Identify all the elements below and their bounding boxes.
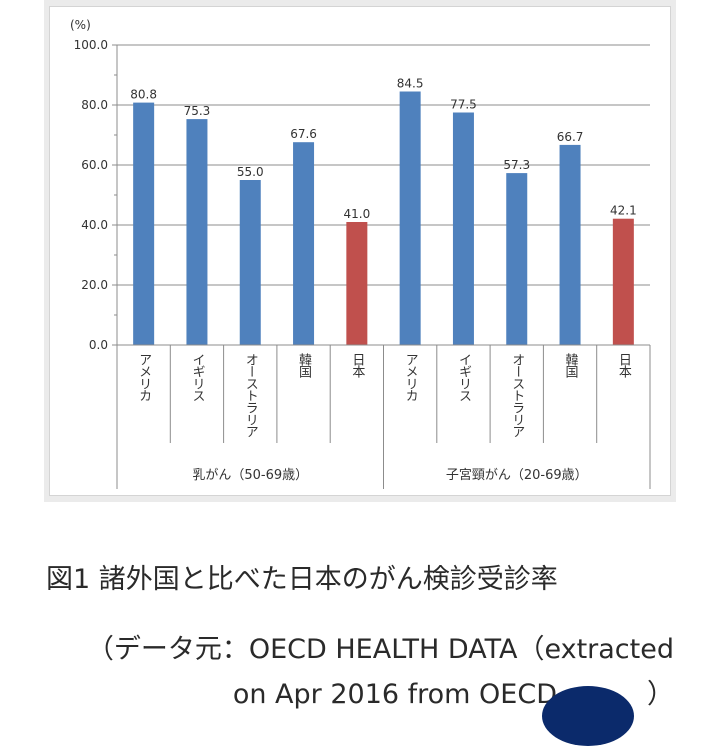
source-line-2-text: on Apr 2016 from OECD [232,679,557,710]
group-label: 乳がん（50-69歳） [192,468,308,483]
data-label: 55.0 [237,165,264,179]
bar-2-2 [452,112,474,345]
data-label: 80.8 [130,88,157,102]
category-label: 韓国 [563,353,579,378]
category-label: アメリカ [403,353,418,402]
data-label: 77.5 [450,98,477,112]
figure-caption: 図1 諸外国と比べた日本のがん検診受診率 [46,564,558,595]
bar-2-5 [612,218,634,345]
bar-chart: (%) 0.0 20.0 40.0 60.0 80.0 100.0 80.8 アメリカ 75.3 イ… [70,18,651,489]
floating-badge[interactable] [542,686,634,746]
bar-2-1 [399,91,421,345]
category-label: オーストラリア [243,353,258,438]
chart-frame: (%) 0.0 20.0 40.0 60.0 80.0 100.0 80.8 アメリカ 75.3 イ… [44,0,676,502]
bar-1-1 [133,102,155,345]
category-label: オーストラリア [509,353,524,438]
category-label: イギリス [456,353,471,402]
category-label: アメリカ [136,353,151,402]
y-axis-label: (%) [70,18,91,32]
bar-1-2 [186,119,208,345]
source-line-2: on Apr 2016 from OECD ） [87,672,674,717]
y-tick-label: 100.0 [74,38,108,52]
data-label: 84.5 [397,77,424,91]
y-tick-label: 80.0 [81,98,108,112]
chart-area: (%) 0.0 20.0 40.0 60.0 80.0 100.0 80.8 アメリカ 75.3 イ… [49,6,671,496]
category-label: イギリス [189,353,204,402]
y-tick-label: 0.0 [89,338,108,352]
y-tick-label: 60.0 [81,158,108,172]
bar-2-4 [559,144,581,345]
bar-1-5 [346,222,368,345]
source-line-2-tail: ） [647,679,674,710]
bar-1-3 [239,180,261,345]
data-label: 67.6 [290,127,317,141]
y-tick-label: 20.0 [81,278,108,292]
data-source: （データ元：OECD HEALTH DATA（extracted on Apr … [87,627,674,717]
y-tick-label: 40.0 [81,218,108,232]
category-label: 日本 [349,353,365,378]
data-label: 41.0 [343,207,370,221]
category-label: 日本 [616,353,632,378]
source-line-1: （データ元：OECD HEALTH DATA（extracted [86,634,674,665]
data-label: 57.3 [503,158,530,172]
bar-1-4 [293,142,315,345]
category-label: 韓国 [296,353,312,378]
data-label: 66.7 [557,130,584,144]
data-label: 75.3 [184,104,211,118]
group-label: 子宮頸がん（20-69歳） [446,467,588,483]
bar-2-3 [506,173,528,345]
data-label: 42.1 [610,204,637,218]
